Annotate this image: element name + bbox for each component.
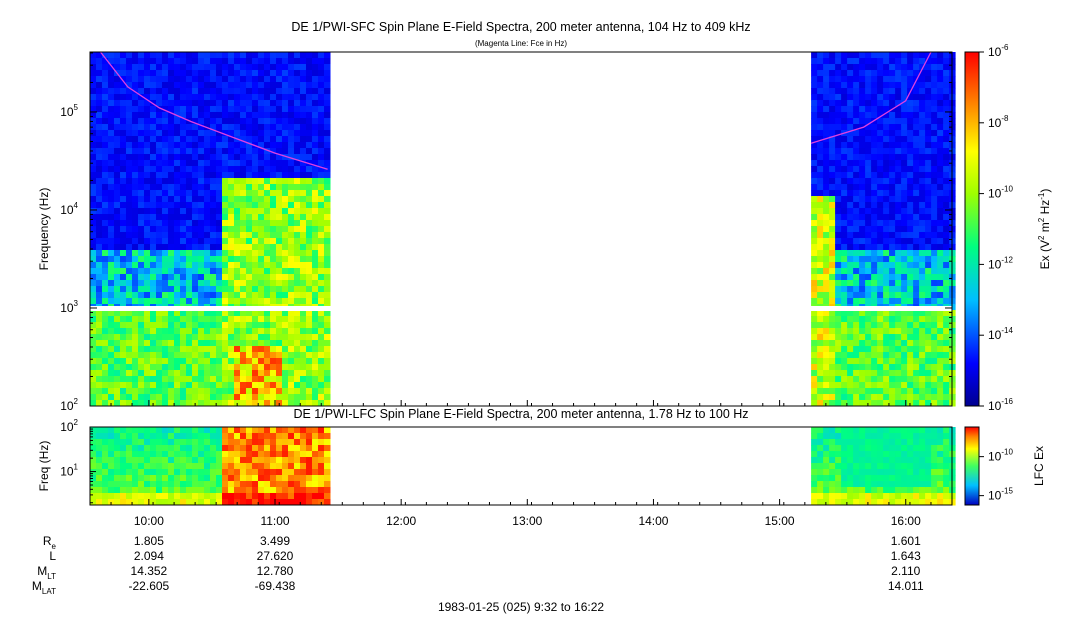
time-tick-label: 16:00 <box>891 514 921 528</box>
lfc-y-axis: 101 102 <box>60 418 96 504</box>
sfc-colorbar-label: Ex (V2 m2 Hz-1) <box>1037 189 1052 270</box>
sfc-y-tick-label: 105 <box>60 103 78 119</box>
time-tick-label: 11:00 <box>260 514 289 528</box>
time-tick-label: 12:00 <box>386 514 416 528</box>
lfc-spectrogram-panel: 101 102 10:00 11:00 12:00 13:00 14:00 15:00 16:… <box>60 418 956 528</box>
ephemeris-row-label: Re <box>43 534 57 551</box>
fce-line <box>99 51 932 170</box>
sfc-y-axis-label: Frequency (Hz) <box>37 188 51 271</box>
sfc-y-tick-label: 103 <box>60 299 78 315</box>
lfc-data-gap <box>333 427 809 505</box>
sfc-colorbar-tick-label: 10-10 <box>988 185 1013 201</box>
ephemeris-value: 2.094 <box>134 549 164 563</box>
lfc-colorbar-tick-label: 10-15 <box>988 487 1013 503</box>
ephemeris-row-label: L <box>49 549 56 563</box>
sfc-plot-frame <box>89 51 953 407</box>
sfc-spectrogram-cells <box>90 52 956 407</box>
ephemeris-value: -22.605 <box>129 579 170 593</box>
sfc-colorbar-tick-label: 10-16 <box>988 397 1013 413</box>
lfc-plot-frame <box>89 426 953 506</box>
top-panel-subtitle: (Magenta Line: Fce in Hz) <box>475 39 567 48</box>
sfc-colorbar-tick-label: 10-14 <box>988 326 1013 342</box>
sfc-y-tick-label: 104 <box>60 201 78 217</box>
sfc-spectrogram-panel: 102 103 104 105 <box>60 51 956 413</box>
ephemeris-value: 14.011 <box>888 579 924 593</box>
ephemeris-value: -69.438 <box>255 579 296 593</box>
lfc-y-tick-label: 101 <box>60 463 78 479</box>
sfc-colorbar: 10-6 10-8 10-10 10-12 10-14 10-16 Ex (V2 m2 H… <box>964 43 1052 413</box>
lfc-y-axis-label: Freq (Hz) <box>37 441 51 492</box>
sfc-data-gap <box>333 52 809 406</box>
ephemeris-value: 1.601 <box>891 534 921 548</box>
ephemeris-value: 12.780 <box>257 564 294 578</box>
ephemeris-value: 3.499 <box>260 534 290 548</box>
ephemeris-value: 1.643 <box>891 549 921 563</box>
time-axis: 10:00 11:00 12:00 13:00 14:00 15:00 16:00 <box>89 499 953 528</box>
sfc-colorbar-tick-label: 10-8 <box>988 114 1009 130</box>
time-tick-label: 15:00 <box>765 514 795 528</box>
time-range-footer: 1983-01-25 (025) 9:32 to 16:22 <box>438 600 604 614</box>
lfc-colorbar-tick-label: 10-10 <box>988 448 1013 464</box>
time-tick-label: 13:00 <box>512 514 542 528</box>
sfc-band-gap <box>90 306 952 311</box>
ephemeris-value: 2.110 <box>891 564 920 578</box>
ephemeris-value: 1.805 <box>134 534 164 548</box>
bottom-panel-title: DE 1/PWI-LFC Spin Plane E-Field Spectra,… <box>293 407 748 421</box>
lfc-spectrogram-cells <box>90 427 956 506</box>
time-tick-label: 10:00 <box>134 514 164 528</box>
sfc-y-axis: 102 103 104 105 <box>60 52 952 413</box>
ephemeris-row-label: MLT <box>37 564 56 581</box>
sfc-colorbar-tick-label: 10-12 <box>988 255 1013 271</box>
ephemeris-table: Re 1.805 3.499 1.601 L 2.094 27.620 1.643 MLT 14.… <box>32 534 924 596</box>
lfc-y-tick-label: 102 <box>60 418 78 434</box>
sfc-colorbar-tick-label: 10-6 <box>988 43 1009 59</box>
lfc-colorbar-label: LFC Ex <box>1032 446 1046 486</box>
lfc-colorbar: 10-10 10-15 LFC Ex <box>964 426 1046 506</box>
time-tick-label: 14:00 <box>638 514 668 528</box>
lfc-colorbar-ticks: 10-10 10-15 <box>979 448 1013 503</box>
ephemeris-value: 14.352 <box>131 564 168 578</box>
sfc-x-ticks <box>89 400 953 406</box>
sfc-colorbar-ticks: 10-6 10-8 10-10 10-12 10-14 10-16 <box>979 43 1013 413</box>
top-panel-title: DE 1/PWI-SFC Spin Plane E-Field Spectra,… <box>291 20 750 34</box>
ephemeris-value: 27.620 <box>257 549 294 563</box>
sfc-y-tick-label: 102 <box>60 397 78 413</box>
ephemeris-row-label: MLAT <box>32 579 56 596</box>
